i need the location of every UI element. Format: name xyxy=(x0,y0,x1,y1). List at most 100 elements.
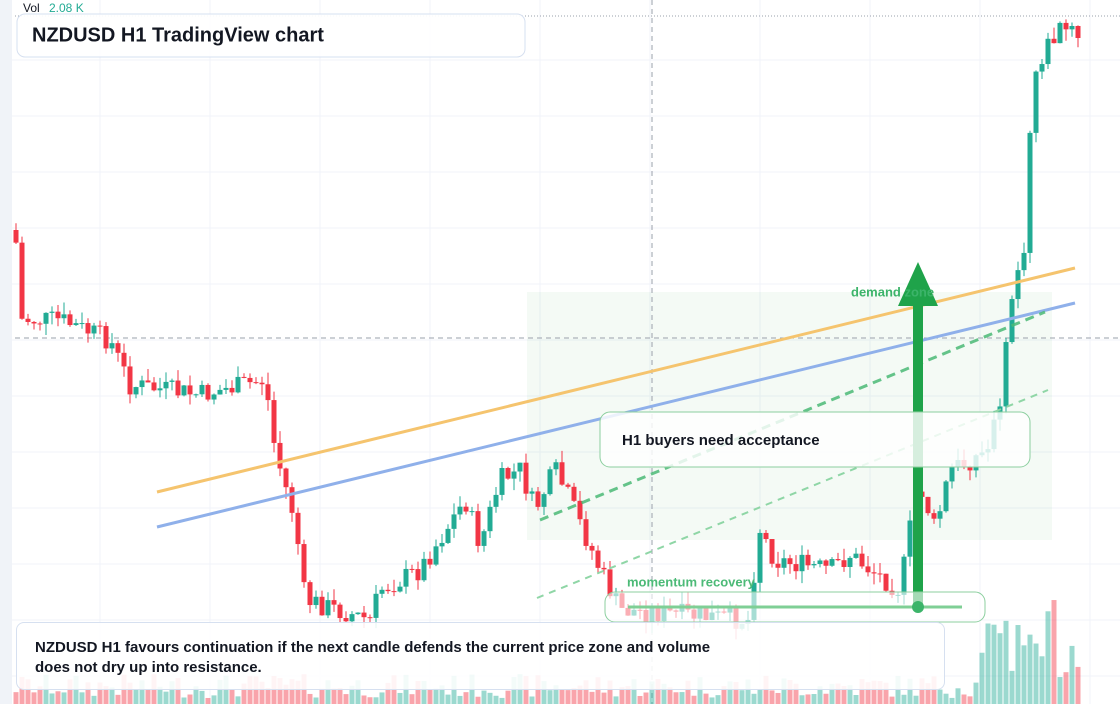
volume-bar xyxy=(361,695,367,704)
candle-body xyxy=(517,462,523,472)
volume-bar xyxy=(733,682,739,704)
volume-bar xyxy=(901,694,907,704)
candle-body xyxy=(151,382,157,391)
volume-bar xyxy=(877,681,883,704)
candle-body xyxy=(103,326,109,349)
candle-body xyxy=(601,567,607,570)
volume-bar xyxy=(145,689,151,704)
volume-bar xyxy=(781,678,787,704)
candle-body xyxy=(1003,342,1009,407)
volume-bar xyxy=(109,687,115,704)
volume-bar xyxy=(157,686,163,704)
volume-bar xyxy=(187,694,193,704)
volume-bar xyxy=(607,680,613,704)
volume-bar xyxy=(499,697,505,704)
candle-body xyxy=(595,550,601,568)
volume-bar xyxy=(37,686,43,704)
candle-body xyxy=(403,568,409,587)
volume-bar xyxy=(679,692,685,704)
candle-body xyxy=(379,589,385,594)
volume-bar xyxy=(97,682,103,704)
volume-bar xyxy=(61,692,67,704)
volume-bar xyxy=(253,676,259,704)
candle-body xyxy=(1069,25,1075,30)
candle-body xyxy=(547,469,553,495)
volume-bar xyxy=(745,679,751,704)
candle-body xyxy=(115,343,121,353)
volume-bar xyxy=(169,681,175,704)
volume-bar xyxy=(385,682,391,704)
candle-body xyxy=(307,582,313,606)
candle-body xyxy=(1045,38,1051,65)
volume-bar xyxy=(439,685,445,704)
volume-bar xyxy=(235,696,241,704)
candle-body xyxy=(313,596,319,606)
volume-bar xyxy=(433,688,439,704)
candle-body xyxy=(133,387,139,395)
candle-body xyxy=(277,442,283,469)
candle-body xyxy=(925,496,931,514)
candle-body xyxy=(391,591,397,593)
candle-body xyxy=(427,558,433,565)
candle-body xyxy=(469,511,475,513)
volume-bar xyxy=(367,697,373,704)
candle-body xyxy=(415,569,421,581)
volume-bar xyxy=(379,692,385,704)
volume-bar xyxy=(487,692,493,704)
volume-bar xyxy=(751,693,757,704)
volume-bar xyxy=(823,693,829,704)
candle-body xyxy=(607,569,613,597)
volume-bar xyxy=(721,686,727,704)
volume-bar xyxy=(1009,670,1015,704)
volume-bar xyxy=(19,676,25,704)
volume-bar xyxy=(913,695,919,704)
candle-body xyxy=(511,471,517,479)
candle-body xyxy=(247,377,253,383)
candle-body xyxy=(169,380,175,382)
volume-bar xyxy=(793,683,799,704)
candle-body xyxy=(1057,22,1063,44)
volume-bar xyxy=(103,686,109,704)
candle-body xyxy=(481,531,487,546)
volume-bar xyxy=(49,693,55,704)
candle-body xyxy=(139,380,145,388)
candle-body xyxy=(1075,25,1081,39)
candle-body xyxy=(1033,71,1039,133)
footer-box: NZDUSD H1 favours continuation if the ne… xyxy=(16,622,945,690)
candle-body xyxy=(295,512,301,545)
volume-bar xyxy=(295,680,301,704)
volume-bar xyxy=(529,696,535,704)
volume-bar xyxy=(259,681,265,704)
volume-bar xyxy=(541,681,547,704)
volume-bar xyxy=(829,683,835,704)
volume-bar xyxy=(589,691,595,704)
volume-bar xyxy=(289,679,295,704)
volume-bar xyxy=(565,690,571,704)
volume-bar xyxy=(445,694,451,704)
candle-body xyxy=(589,545,595,551)
volume-bar xyxy=(313,697,319,704)
volume-bar xyxy=(907,678,913,704)
volume-bar xyxy=(229,689,235,704)
volume-bar xyxy=(991,624,997,704)
volume-bar xyxy=(883,682,889,704)
volume-bar xyxy=(1039,656,1045,704)
volume-bar xyxy=(1075,666,1081,704)
volume-bar xyxy=(949,697,955,704)
candle-body xyxy=(559,462,565,485)
volume-bar xyxy=(1051,600,1057,704)
volume-bar xyxy=(961,694,967,704)
candle-body xyxy=(271,400,277,443)
candle-body xyxy=(907,520,913,557)
volume-bar xyxy=(967,696,973,704)
candle-body xyxy=(97,325,103,327)
volume-bar xyxy=(691,695,697,704)
volume-bar xyxy=(475,696,481,704)
candle-body xyxy=(217,389,223,395)
volume-bar xyxy=(955,688,961,704)
volume xyxy=(13,600,1081,704)
volume-bar xyxy=(553,685,559,704)
candle-body xyxy=(205,384,211,400)
volume-bar xyxy=(319,688,325,704)
volume-bar xyxy=(163,691,169,704)
